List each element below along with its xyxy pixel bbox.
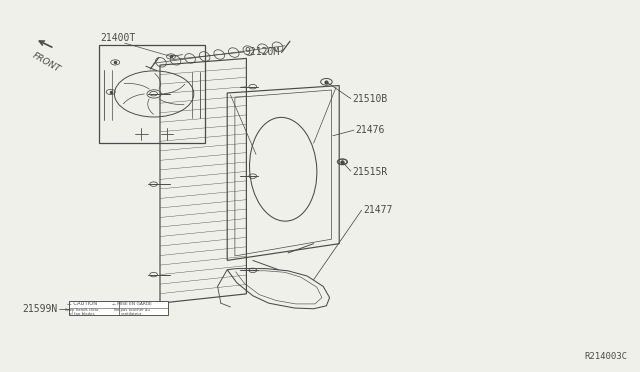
Bar [69, 301, 168, 315]
Text: 21400T: 21400T [100, 33, 136, 43]
Text: 21476: 21476 [355, 125, 385, 135]
Text: 92120M: 92120M [244, 47, 280, 57]
Text: 21515R: 21515R [352, 167, 387, 177]
Text: R214003C: R214003C [584, 352, 627, 361]
Text: FRONT: FRONT [31, 51, 61, 74]
Bar [99, 45, 205, 143]
Text: 21510B: 21510B [352, 94, 387, 103]
Text: Ne pas toucher au
ventilateur: Ne pas toucher au ventilateur [114, 308, 150, 316]
Text: 21599N: 21599N [22, 304, 58, 314]
Text: 21477: 21477 [363, 205, 392, 215]
Text: ⚠ CAUTION: ⚠ CAUTION [67, 301, 97, 307]
Text: Keep hands clear
of fan blades: Keep hands clear of fan blades [65, 308, 99, 316]
Text: ⚠ MISE EN GARDE: ⚠ MISE EN GARDE [111, 302, 152, 306]
